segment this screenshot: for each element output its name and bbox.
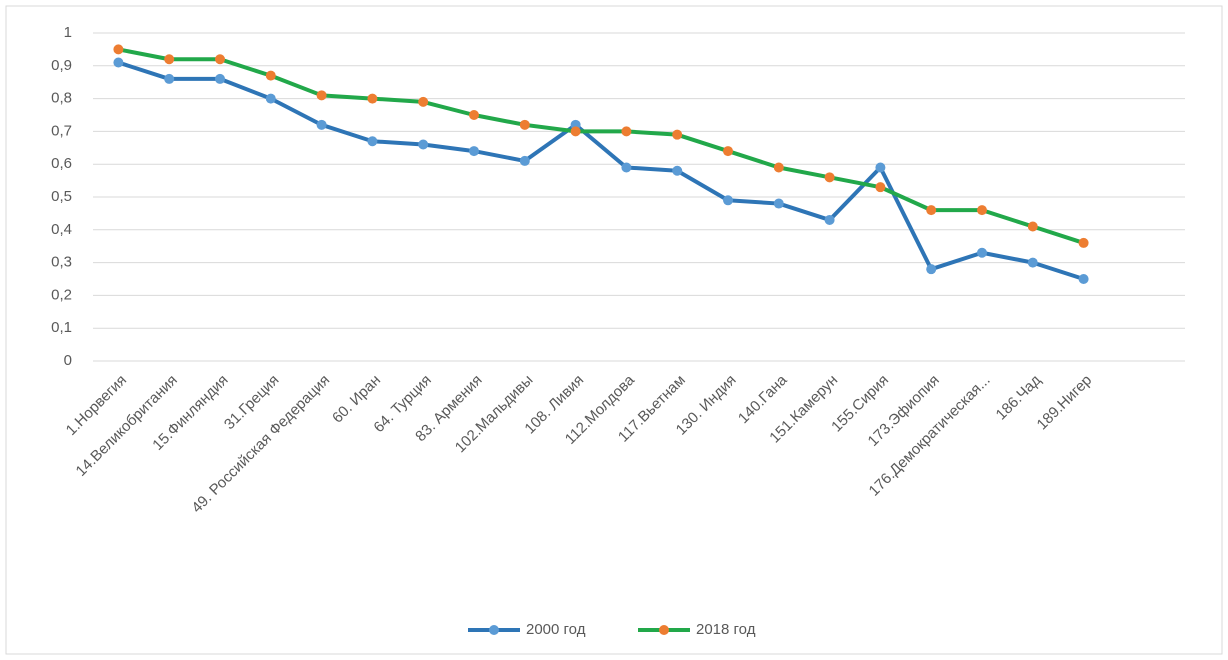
chart-border	[5, 5, 1223, 655]
y-tick-label: 0,2	[51, 286, 72, 303]
y-tick-label: 0	[64, 352, 72, 369]
data-point	[215, 54, 225, 65]
data-point	[316, 90, 327, 101]
y-tick-label: 0,1	[51, 319, 72, 336]
data-point	[926, 205, 937, 216]
data-point	[723, 195, 733, 206]
data-point	[215, 73, 225, 84]
legend-marker	[659, 625, 669, 635]
data-point	[418, 96, 429, 107]
y-tick-label: 0,6	[51, 155, 72, 172]
data-point	[977, 247, 987, 258]
data-point	[723, 146, 733, 157]
data-point	[519, 119, 530, 130]
data-point	[824, 172, 835, 183]
data-point	[265, 70, 276, 81]
data-point	[164, 73, 175, 84]
data-point	[113, 57, 124, 68]
y-tick-label: 0,5	[51, 188, 72, 205]
data-point	[1027, 257, 1038, 268]
y-tick-label: 1	[64, 24, 72, 41]
y-tick-label: 0,3	[51, 254, 72, 271]
series-line	[117, 60, 1085, 281]
data-point	[469, 110, 479, 120]
data-point	[469, 146, 479, 157]
data-point	[977, 205, 987, 216]
data-point	[1078, 237, 1089, 248]
data-point	[1027, 221, 1038, 232]
data-point	[672, 165, 683, 176]
y-tick-label: 0,9	[51, 57, 72, 74]
y-tick-label: 0,8	[51, 90, 72, 107]
data-point	[367, 93, 378, 104]
data-point	[316, 119, 327, 130]
legend-marker	[489, 625, 499, 635]
data-point	[773, 162, 784, 173]
series-line	[118, 47, 1085, 245]
data-point	[621, 162, 632, 173]
data-point	[824, 214, 835, 225]
data-point	[265, 93, 276, 104]
data-point	[875, 162, 886, 173]
data-point	[621, 126, 632, 137]
y-tick-label: 0,4	[51, 221, 72, 238]
data-point	[519, 155, 530, 166]
legend-label: 2000 год	[526, 621, 586, 638]
data-point	[1078, 274, 1089, 284]
data-point	[570, 126, 581, 137]
data-point	[418, 139, 429, 150]
data-point	[367, 136, 378, 147]
data-point	[164, 54, 175, 65]
y-tick-label: 0,7	[51, 122, 72, 139]
legend-label: 2018 год	[696, 621, 756, 638]
data-point	[875, 182, 886, 193]
data-point	[113, 44, 124, 55]
data-point	[773, 198, 784, 209]
data-point	[672, 129, 683, 140]
data-point	[926, 264, 937, 275]
